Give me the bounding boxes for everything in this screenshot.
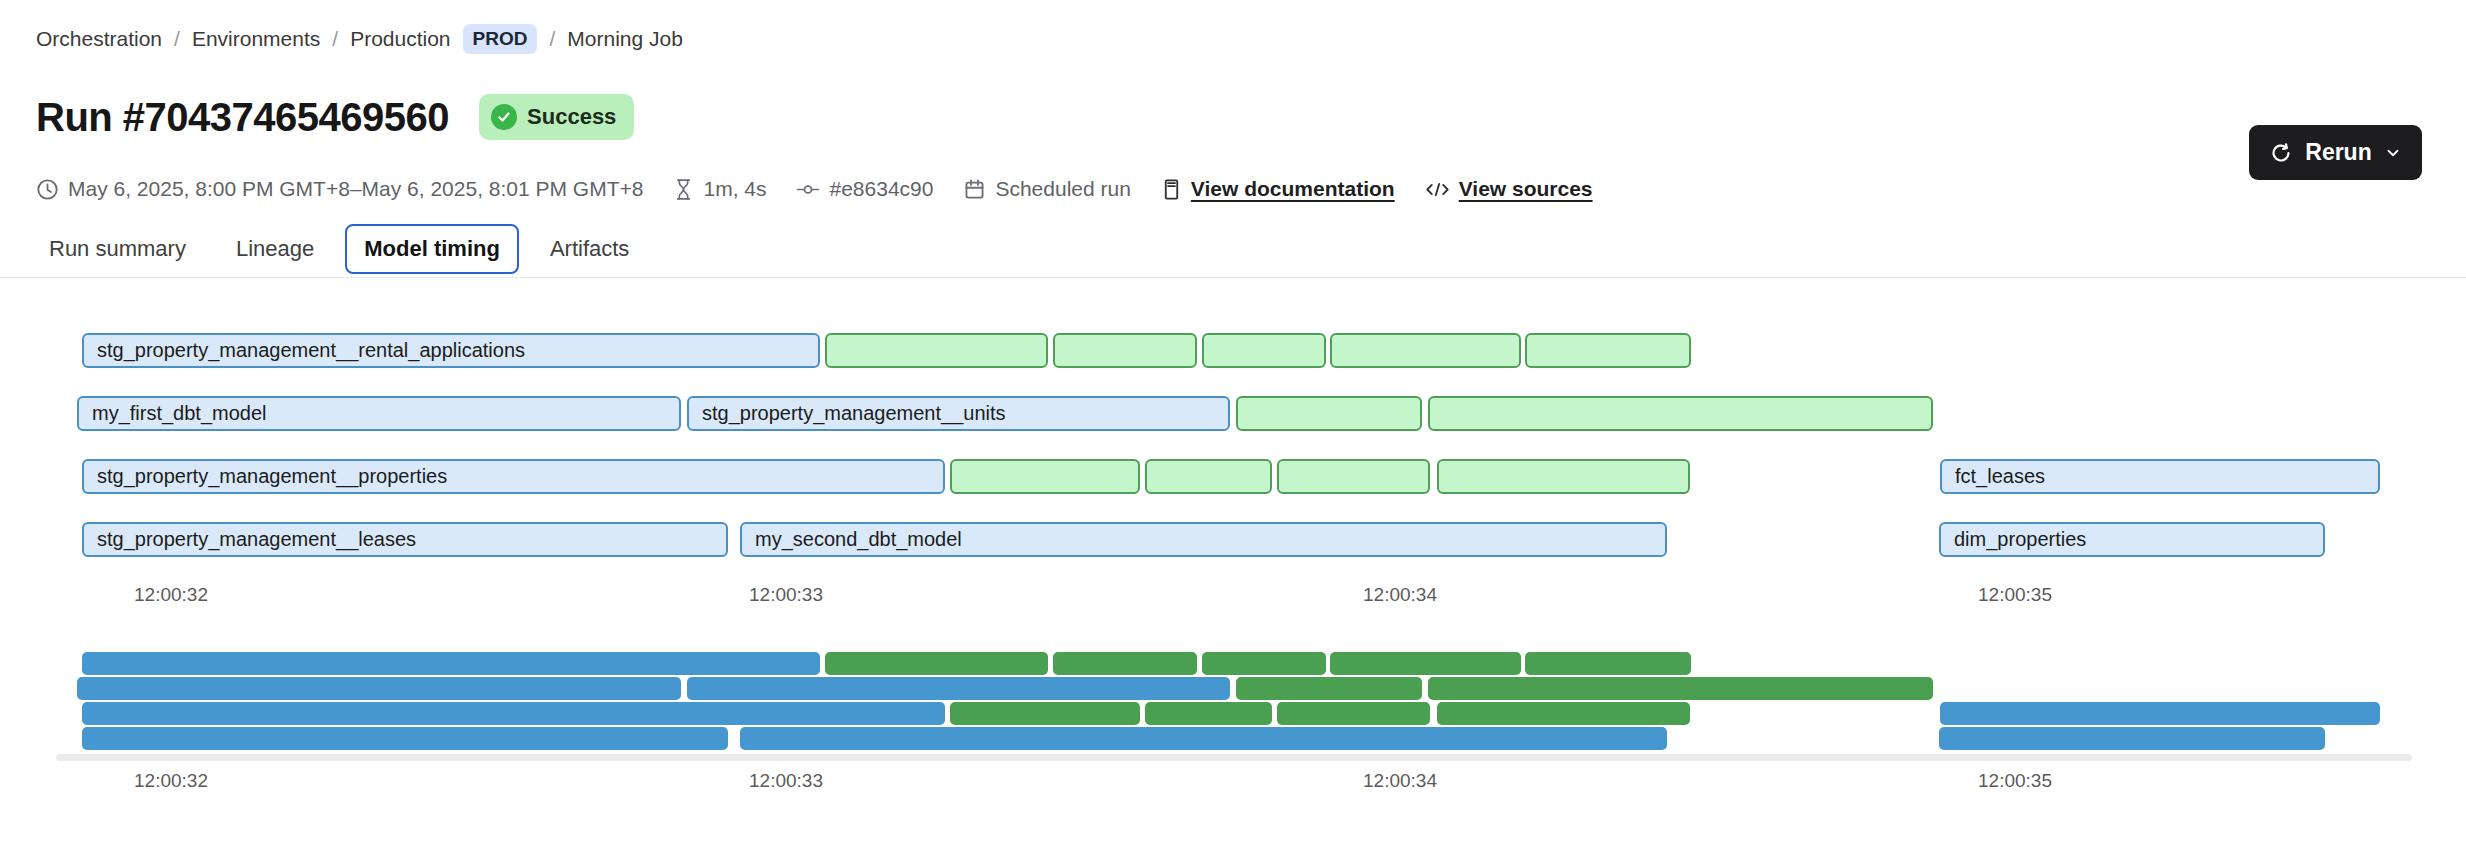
view-documentation-text[interactable]: View documentation (1191, 177, 1395, 201)
breadcrumb-item-production[interactable]: Production (350, 27, 450, 51)
breadcrumb-separator: / (174, 27, 180, 51)
breadcrumb-separator: / (332, 27, 338, 51)
title-row: Run #70437465469560 Success (36, 94, 634, 140)
gantt-bar-fct_leases[interactable]: fct_leases (1940, 459, 2380, 494)
gantt-bar-stg_property_management__properties[interactable]: stg_property_management__properties (82, 459, 945, 494)
success-check-icon (491, 104, 517, 130)
run-detail-page: Orchestration / Environments / Productio… (0, 0, 2466, 842)
gantt-bar[interactable] (1277, 459, 1430, 494)
breadcrumb: Orchestration / Environments / Productio… (36, 24, 683, 54)
documentation-icon (1161, 178, 1182, 201)
minimap-bar[interactable] (740, 727, 1667, 750)
tab-bar: Run summary Lineage Model timing Artifac… (30, 224, 648, 274)
gantt-bar-label: my_first_dbt_model (79, 402, 267, 425)
chevron-down-icon (2384, 144, 2402, 162)
minimap-bar[interactable] (950, 702, 1140, 725)
minimap-bar[interactable] (1202, 652, 1326, 675)
run-commit: #e8634c90 (796, 177, 933, 201)
minimap-bar[interactable] (825, 652, 1048, 675)
gantt-axis-tick: 12:00:32 (134, 584, 208, 606)
gantt-bar-label: fct_leases (1942, 465, 2045, 488)
refresh-icon (2269, 141, 2293, 165)
env-badge-prod: PROD (463, 24, 538, 54)
minimap-bar[interactable] (1940, 702, 2380, 725)
breadcrumb-item-orchestration[interactable]: Orchestration (36, 27, 162, 51)
status-badge-label: Success (527, 104, 616, 130)
gantt-bar[interactable] (1437, 459, 1690, 494)
tab-run-summary[interactable]: Run summary (30, 224, 205, 274)
page-title: Run #70437465469560 (36, 95, 449, 140)
minimap-bar[interactable] (1330, 652, 1521, 675)
gantt-bar-my_second_dbt_model[interactable]: my_second_dbt_model (740, 522, 1667, 557)
minimap-bar[interactable] (1236, 677, 1422, 700)
tab-model-timing[interactable]: Model timing (345, 224, 519, 274)
run-trigger-text: Scheduled run (995, 177, 1130, 201)
minimap-bar[interactable] (1277, 702, 1430, 725)
gantt-bar[interactable] (950, 459, 1140, 494)
breadcrumb-item-morning-job[interactable]: Morning Job (567, 27, 683, 51)
minimap-bar[interactable] (1145, 702, 1272, 725)
clock-icon (36, 178, 59, 201)
run-duration-text: 1m, 4s (703, 177, 766, 201)
run-trigger: Scheduled run (963, 177, 1130, 201)
run-meta-row: May 6, 2025, 8:00 PM GMT+8–May 6, 2025, … (36, 174, 1593, 204)
minimap-bar[interactable] (82, 652, 820, 675)
rerun-button[interactable]: Rerun (2249, 125, 2422, 180)
gantt-bar-dim_properties[interactable]: dim_properties (1939, 522, 2325, 557)
gantt-bar-stg_property_management__rental_applications[interactable]: stg_property_management__rental_applicat… (82, 333, 820, 368)
gantt-bar[interactable] (825, 333, 1048, 368)
minimap-axis-tick: 12:00:35 (1978, 770, 2052, 792)
minimap-axis-tick: 12:00:32 (134, 770, 208, 792)
gantt-axis-tick: 12:00:34 (1363, 584, 1437, 606)
gantt-axis-tick: 12:00:35 (1978, 584, 2052, 606)
gantt-bar-stg_property_management__units[interactable]: stg_property_management__units (687, 396, 1230, 431)
breadcrumb-item-environments[interactable]: Environments (192, 27, 320, 51)
gantt-bar-label: stg_property_management__rental_applicat… (84, 339, 525, 362)
view-sources-text[interactable]: View sources (1459, 177, 1593, 201)
minimap-axis-tick: 12:00:33 (749, 770, 823, 792)
minimap-bar[interactable] (1428, 677, 1933, 700)
gantt-bar[interactable] (1330, 333, 1521, 368)
gantt-bar[interactable] (1236, 396, 1422, 431)
minimap-bar[interactable] (82, 702, 945, 725)
commit-icon (796, 178, 820, 201)
gantt-bar[interactable] (1202, 333, 1326, 368)
gantt-axis-tick: 12:00:33 (749, 584, 823, 606)
minimap-scroll-track[interactable] (56, 754, 2412, 761)
tab-lineage[interactable]: Lineage (217, 224, 333, 274)
gantt-bar-stg_property_management__leases[interactable]: stg_property_management__leases (82, 522, 728, 557)
minimap-bar[interactable] (1939, 727, 2325, 750)
tabs-divider (0, 277, 2466, 278)
breadcrumb-separator: / (549, 27, 555, 51)
run-time-range: May 6, 2025, 8:00 PM GMT+8–May 6, 2025, … (36, 177, 643, 201)
gantt-bar[interactable] (1428, 396, 1933, 431)
rerun-button-label: Rerun (2305, 139, 2371, 166)
minimap-bar[interactable] (77, 677, 681, 700)
minimap-bar[interactable] (1437, 702, 1690, 725)
code-icon (1425, 178, 1450, 201)
gantt-bar[interactable] (1525, 333, 1691, 368)
hourglass-icon (673, 178, 694, 201)
gantt-bar-label: dim_properties (1941, 528, 2086, 551)
view-sources-link[interactable]: View sources (1425, 177, 1593, 201)
minimap-axis-tick: 12:00:34 (1363, 770, 1437, 792)
run-time-range-text: May 6, 2025, 8:00 PM GMT+8–May 6, 2025, … (68, 177, 643, 201)
gantt-bar-label: stg_property_management__units (689, 402, 1006, 425)
calendar-icon (963, 178, 986, 201)
status-badge: Success (479, 94, 634, 140)
gantt-bar-my_first_dbt_model[interactable]: my_first_dbt_model (77, 396, 681, 431)
gantt-bar[interactable] (1145, 459, 1272, 494)
run-commit-text[interactable]: #e8634c90 (829, 177, 933, 201)
minimap-bar[interactable] (82, 727, 728, 750)
gantt-bar-label: stg_property_management__leases (84, 528, 416, 551)
minimap-bar[interactable] (1525, 652, 1691, 675)
run-duration: 1m, 4s (673, 177, 766, 201)
tab-artifacts[interactable]: Artifacts (531, 224, 648, 274)
view-documentation-link[interactable]: View documentation (1161, 177, 1395, 201)
minimap-bar[interactable] (687, 677, 1230, 700)
gantt-bar-label: my_second_dbt_model (742, 528, 962, 551)
gantt-bar[interactable] (1053, 333, 1197, 368)
minimap-bar[interactable] (1053, 652, 1197, 675)
gantt-bar-label: stg_property_management__properties (84, 465, 447, 488)
